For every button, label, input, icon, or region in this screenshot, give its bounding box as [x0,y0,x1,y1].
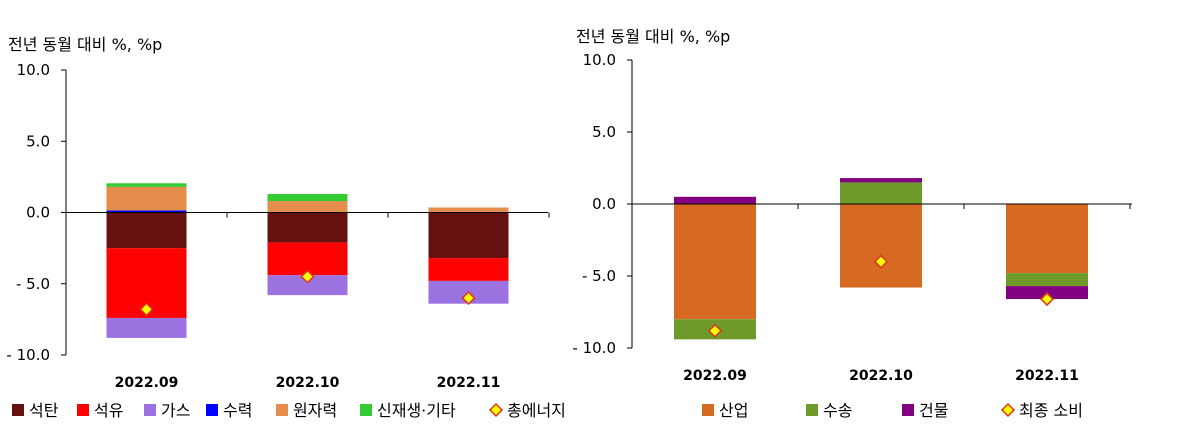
legend-swatch-건물 [902,404,914,416]
bar-가스-2022.09 [106,317,187,338]
bar-석유-2022.11 [428,258,509,281]
legend-label-신재생·기타: 신재생·기타 [377,401,456,420]
legend-swatch-석탄 [12,404,24,416]
chart-2: 전년 동월 대비 %, %p 10.0 5.0 0.0 - 5.0 - 10.0 2022.… [572,27,1132,420]
bar-산업-2022.10 [840,204,922,288]
bar-건물-2022.09 [674,196,756,204]
legend-swatch-원자력 [276,404,288,416]
bar-원자력-2022.10 [267,201,348,213]
bar-원자력-2022.09 [106,186,187,211]
x-tick-label: 2022.10 [849,368,913,384]
legend-swatch-수송 [806,404,818,416]
y-axis-label: 전년 동월 대비 %, %p [576,27,730,46]
bar-산업-2022.09 [674,204,756,320]
bar-석탄-2022.11 [428,212,509,259]
x-tick-label: 2022.09 [683,368,747,384]
chart-1: 전년 동월 대비 %, %p 10.0 5.0 0.0 - 5.0 - 10.0 2022.… [6,35,565,420]
x-tick-label: 2022.11 [1015,368,1079,384]
y-tick-label: 0.0 [592,195,616,213]
x-tick-label: 2022.09 [115,375,179,391]
bar-수송-2022.10 [840,182,922,204]
y-tick-label: - 5.0 [16,275,50,293]
bar-석탄-2022.09 [106,212,187,249]
legend-label-석유: 석유 [94,401,123,420]
legend-swatch-최종 소비 [1000,402,1016,418]
total-marker-2022.10 [300,269,315,284]
bar-건물-2022.10 [840,178,922,183]
bar-수력-2022.09 [106,210,187,213]
legend-swatch-총에너지 [488,402,504,418]
y-tick-label: 5.0 [592,123,616,141]
bar-산업-2022.11 [1006,204,1088,274]
y-axis-label: 전년 동월 대비 %, %p [8,35,162,54]
total-marker-2022.10 [873,254,889,269]
total-marker-2022.11 [461,290,476,306]
legend-swatch-산업 [702,404,714,416]
y-tick-label: - 10.0 [572,339,616,357]
total-marker-2022.11 [1039,291,1055,307]
bar-가스-2022.10 [267,275,348,296]
y-tick-label: 0.0 [26,204,50,222]
legend-label-원자력: 원자력 [293,401,337,420]
legend-label-최종 소비: 최종 소비 [1019,401,1083,420]
legend: 석탄 석유 가스 수력 원자력 신재생·기타 총에너지 [12,401,566,420]
y-tick-label: - 10.0 [6,346,50,364]
x-tick-label: 2022.11 [437,375,501,391]
y-tick-label: 10.0 [583,51,616,69]
legend-swatch-가스 [144,404,156,416]
legend-swatch-수력 [206,404,218,416]
legend-label-석탄: 석탄 [29,401,59,420]
legend-label-건물: 건물 [919,401,948,420]
y-tick-label: 10.0 [17,61,50,79]
x-tick-label: 2022.10 [276,375,340,391]
legend: 산업 수송 건물 최종 소비 [702,401,1083,420]
legend-label-산업: 산업 [719,401,748,420]
y-tick-label: 5.0 [26,132,50,150]
legend-label-수력: 수력 [223,401,252,420]
total-marker-2022.09 [707,323,723,338]
bar-신재생·기타-2022.10 [267,193,348,202]
bar-수송-2022.11 [1006,273,1088,287]
legend-label-총에너지: 총에너지 [507,401,566,420]
total-marker-2022.09 [139,302,154,317]
legend-swatch-석유 [77,404,89,416]
y-tick-label: - 5.0 [582,267,616,285]
legend-swatch-신재생·기타 [360,404,372,416]
bar-신재생·기타-2022.09 [106,183,187,187]
legend-label-가스: 가스 [161,401,190,420]
legend-label-수송: 수송 [823,401,852,420]
bar-석탄-2022.10 [267,212,348,243]
bar-원자력-2022.11 [428,207,509,213]
